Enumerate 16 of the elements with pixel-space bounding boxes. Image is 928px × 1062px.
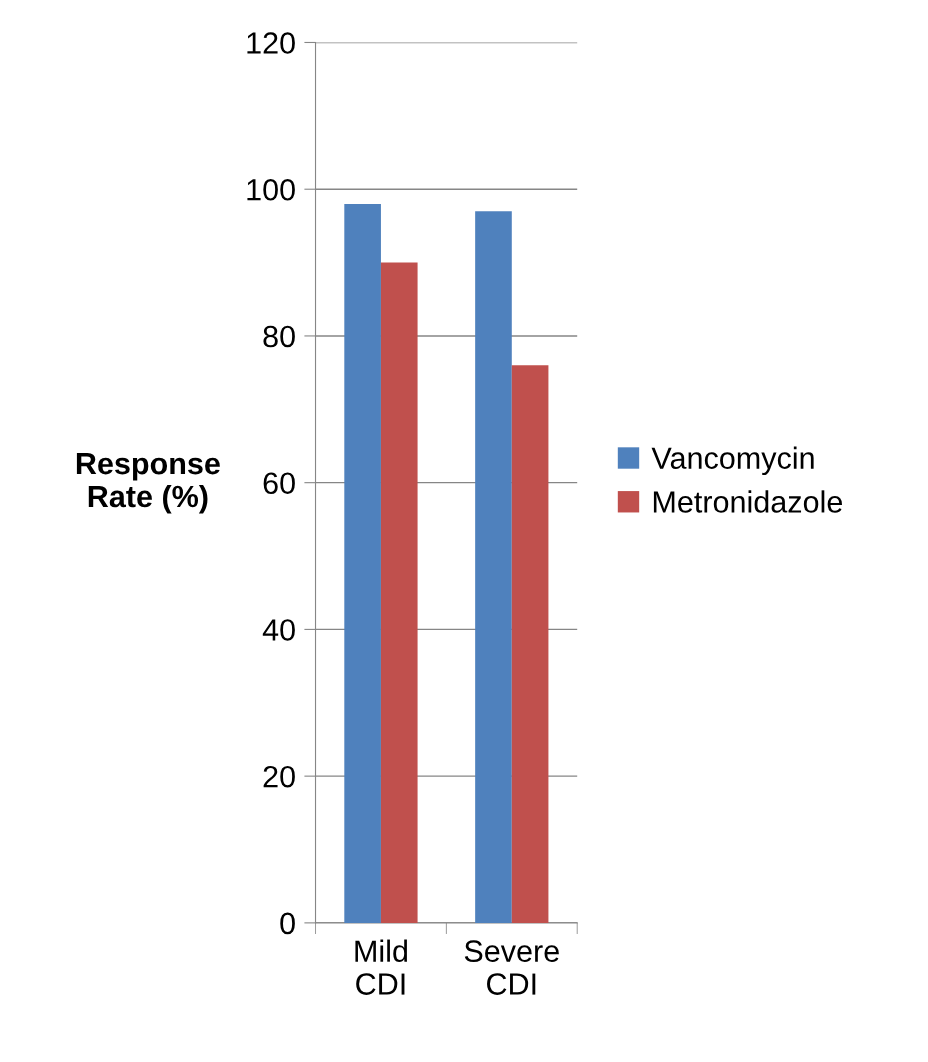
bar	[380, 262, 418, 923]
bar	[475, 211, 512, 923]
x-tick-label: Mild CDI	[355, 939, 407, 995]
y-axis-title: Response Rate (%)	[76, 453, 220, 514]
y-tick-label: 60	[263, 472, 295, 495]
y-tick-label: 20	[263, 765, 295, 788]
legend-label: Metronidazole	[653, 490, 842, 513]
x-tick-label: Severe CDI	[464, 940, 559, 995]
y-tick-label: 40	[262, 619, 295, 641]
y-tick-label: 0	[280, 912, 295, 935]
bar	[344, 203, 381, 923]
y-tick-label: 80	[263, 325, 295, 348]
legend-label: Vancomycin	[651, 446, 814, 476]
y-tick-label: 120	[247, 32, 295, 54]
bar	[511, 365, 549, 923]
y-tick-label: 100	[247, 178, 295, 201]
